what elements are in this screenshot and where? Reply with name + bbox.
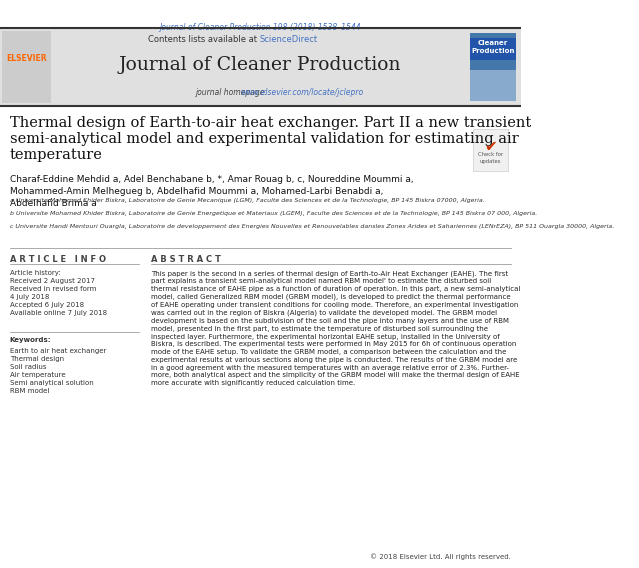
Bar — [470, 70, 516, 101]
Bar — [470, 38, 516, 60]
Text: © 2018 Elsevier Ltd. All rights reserved.: © 2018 Elsevier Ltd. All rights reserved… — [370, 553, 511, 560]
Text: Cleaner
Production: Cleaner Production — [472, 40, 514, 53]
Bar — [470, 33, 516, 101]
Text: www.elsevier.com/locate/jclepro: www.elsevier.com/locate/jclepro — [240, 88, 364, 97]
Text: Thermal design of Earth-to-air heat exchanger. Part II a new transient
semi-anal: Thermal design of Earth-to-air heat exch… — [10, 116, 531, 162]
Text: Contents lists available at: Contents lists available at — [148, 35, 260, 44]
Text: Article history:
Received 2 August 2017
Received in revised form
4 July 2018
Acc: Article history: Received 2 August 2017 … — [10, 270, 107, 316]
Text: Journal of Cleaner Production 198 (2018) 1538–1544: Journal of Cleaner Production 198 (2018)… — [160, 23, 361, 32]
Bar — [3, 31, 51, 103]
Text: journal homepage:: journal homepage: — [196, 88, 270, 97]
Text: Charaf-Eddine Mehdid a, Adel Benchabane b, *, Amar Rouag b, c, Noureddine Moummi: Charaf-Eddine Mehdid a, Adel Benchabane … — [10, 175, 413, 207]
Text: a Universite Mohamed Khider Biskra, Laboratoire de Genie Mecanique (LGM), Facult: a Universite Mohamed Khider Biskra, Labo… — [10, 198, 484, 203]
Text: A B S T R A C T: A B S T R A C T — [151, 255, 220, 264]
Text: b Universite Mohamed Khider Biskra, Laboratoire de Genie Energetique et Materiau: b Universite Mohamed Khider Biskra, Labo… — [10, 211, 537, 216]
Text: A R T I C L E   I N F O: A R T I C L E I N F O — [10, 255, 106, 264]
Bar — [473, 129, 507, 171]
Text: Keywords:: Keywords: — [10, 337, 51, 343]
Bar — [0, 28, 521, 106]
Text: This paper is the second in a series of thermal design of Earth-to-Air Heat Exch: This paper is the second in a series of … — [151, 270, 520, 386]
Text: ✔: ✔ — [484, 139, 497, 153]
Text: ScienceDirect: ScienceDirect — [260, 35, 318, 44]
Text: c Universite Handi Mentouri Ouargla, Laboratoire de developpement des Energies N: c Universite Handi Mentouri Ouargla, Lab… — [10, 224, 614, 229]
Text: Check for
updates: Check for updates — [478, 152, 503, 164]
Text: Earth to air heat exchanger
Thermal design
Soil radius
Air temperature
Semi anal: Earth to air heat exchanger Thermal desi… — [10, 348, 106, 394]
Text: ELSEVIER: ELSEVIER — [6, 55, 47, 64]
Text: Journal of Cleaner Production: Journal of Cleaner Production — [119, 56, 401, 74]
